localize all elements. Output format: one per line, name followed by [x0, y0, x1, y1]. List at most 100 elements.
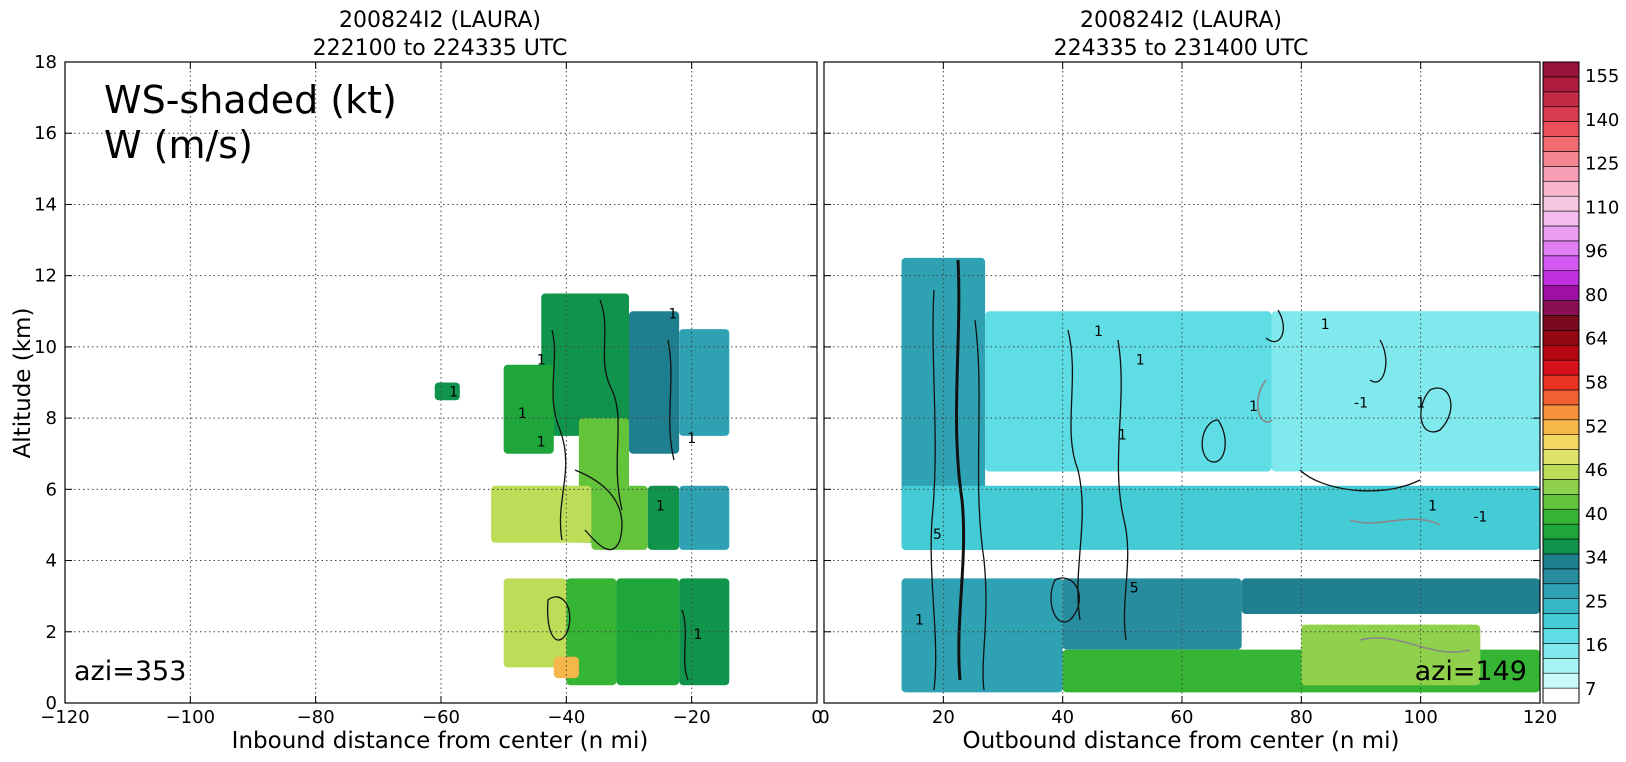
colorbar-swatch — [1542, 210, 1580, 227]
right-contour-line — [930, 289, 937, 691]
shaded-cell — [647, 485, 680, 550]
left-contour-line — [599, 299, 623, 511]
colorbar-swatch — [1542, 225, 1580, 242]
contour-label: 1 — [1428, 499, 1437, 515]
colorbar: 7 16 25 34 40 46 52 58 64 80 96 110 125 140 155 — [1542, 61, 1619, 704]
shaded-cell — [616, 578, 680, 686]
colorbar-swatch — [1542, 643, 1580, 659]
left-azimuth-label: azi=353 — [74, 656, 186, 687]
colorbar-swatch — [1542, 315, 1580, 331]
right-contour-line — [1299, 469, 1421, 492]
colorbar-swatch — [1542, 61, 1580, 78]
y-tick-label: 10 — [34, 337, 57, 358]
colorbar-swatch — [1542, 255, 1580, 271]
right-azimuth-label: azi=149 — [1415, 656, 1527, 687]
right-contours — [930, 259, 1452, 691]
contour-label: 1 — [668, 306, 677, 322]
colorbar-swatch — [1542, 628, 1580, 644]
right-contour-line — [1067, 329, 1083, 621]
colorbar-swatch — [1542, 508, 1580, 525]
colorbar-swatch — [1542, 523, 1580, 540]
x-tick-label: 0 — [818, 707, 829, 728]
colorbar-swatch — [1542, 121, 1580, 137]
colorbar-tick-label: 96 — [1585, 241, 1608, 262]
colorbar-swatch — [1542, 285, 1580, 301]
left-title-line2: 222100 to 224335 UTC — [313, 36, 568, 61]
y-tick-label: 14 — [34, 194, 57, 215]
colorbar-swatch — [1542, 106, 1580, 122]
left-y-axis: 0 2 4 6 8 10 12 14 16 18 — [34, 52, 817, 714]
colorbar-tick-label: 40 — [1585, 504, 1608, 525]
colorbar-swatch — [1542, 598, 1580, 614]
colorbar-labels: 7 16 25 34 40 46 52 58 64 80 96 110 125 140 155 — [1585, 66, 1619, 700]
shaded-cell — [901, 485, 1540, 550]
annotation-line1: WS-shaded (kt) — [104, 78, 397, 122]
colorbar-swatch — [1542, 479, 1580, 495]
colorbar-swatch — [1542, 300, 1580, 316]
y-tick-label: 16 — [34, 123, 57, 144]
right-contour-line — [1050, 577, 1081, 623]
x-tick-label: −100 — [166, 707, 215, 728]
shaded-cell — [541, 293, 629, 436]
shaded-cell — [629, 311, 680, 454]
colorbar-swatch — [1542, 538, 1580, 555]
x-tick-label: 120 — [1523, 707, 1557, 728]
colorbar-swatches — [1542, 61, 1580, 704]
colorbar-swatch — [1542, 494, 1580, 510]
x-tick-label: 60 — [1171, 707, 1194, 728]
colorbar-swatch — [1542, 672, 1580, 689]
colorbar-swatch — [1542, 91, 1580, 108]
shaded-cell — [1301, 624, 1481, 686]
colorbar-tick-label: 110 — [1585, 197, 1619, 218]
right-x-axis-label: Outbound distance from center (n mi) — [963, 728, 1400, 754]
contour-label: 1 — [1249, 399, 1258, 415]
shaded-cell — [985, 311, 1272, 472]
y-tick-label: 18 — [34, 52, 57, 73]
right-x-axis: 0 20 40 60 80 100 120 — [818, 61, 1557, 728]
y-tick-label: 12 — [34, 266, 57, 287]
colorbar-swatch — [1542, 270, 1580, 286]
right-contour-line — [1201, 419, 1226, 463]
contour-label: 1 — [687, 431, 696, 447]
contour-label: 1 — [693, 627, 702, 643]
shaded-cell — [679, 485, 730, 550]
colorbar-tick-label: 34 — [1585, 548, 1608, 569]
shaded-cell — [901, 257, 986, 550]
y-tick-label: 2 — [46, 622, 57, 643]
shaded-cell — [553, 656, 579, 679]
left-panel: 200824I2 (LAURA) 222100 to 224335 UTC −1… — [10, 8, 823, 754]
colorbar-swatch — [1542, 464, 1580, 480]
annotation-line2: W (m/s) — [104, 123, 253, 167]
left-contour-line — [681, 609, 689, 681]
colorbar-frame — [1542, 61, 1580, 704]
right-title-line1: 200824I2 (LAURA) — [1080, 8, 1282, 33]
colorbar-tick-label: 52 — [1585, 416, 1608, 437]
y-tick-label: 6 — [46, 479, 57, 500]
y-tick-label: 8 — [46, 408, 57, 429]
contour-label: 1 — [537, 435, 546, 451]
right-negative-contours — [1256, 379, 1471, 653]
contour-label: -1 — [1473, 509, 1487, 525]
colorbar-swatch — [1542, 166, 1580, 182]
colorbar-tick-label: 140 — [1585, 110, 1619, 131]
colorbar-swatch — [1542, 151, 1580, 167]
colorbar-swatch — [1542, 568, 1580, 585]
colorbar-swatch — [1542, 344, 1580, 361]
colorbar-swatch — [1542, 374, 1580, 391]
colorbar-swatch — [1542, 240, 1580, 257]
colorbar-swatch — [1542, 195, 1580, 212]
contour-label: -1 — [1354, 395, 1368, 411]
x-tick-label: −60 — [422, 707, 460, 728]
contour-label: 1 — [449, 385, 458, 401]
left-contour-line — [667, 339, 675, 461]
colorbar-swatch — [1542, 419, 1580, 435]
x-tick-label: 0 — [811, 707, 822, 728]
shaded-cell — [503, 364, 554, 454]
shaded-cell — [491, 485, 592, 543]
contour-label: 1 — [1136, 353, 1145, 369]
shaded-cell — [1062, 578, 1242, 650]
left-shaded-field — [434, 293, 730, 686]
colorbar-swatch — [1542, 553, 1580, 570]
